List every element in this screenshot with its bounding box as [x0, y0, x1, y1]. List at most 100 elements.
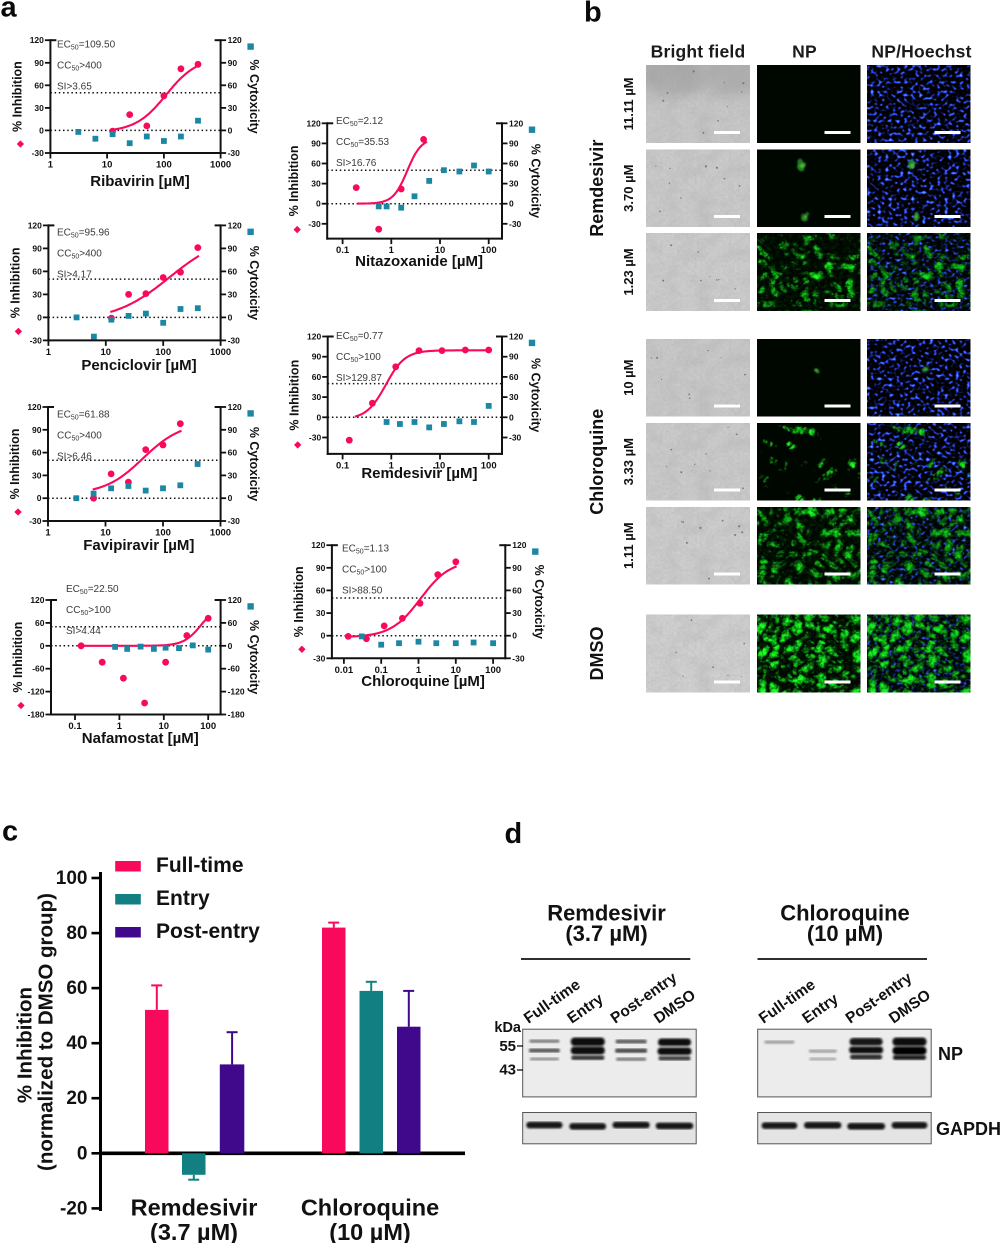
svg-text:120: 120 [28, 220, 42, 230]
svg-text:Ribavirin [µM]: Ribavirin [µM] [90, 173, 189, 190]
svg-text:% Inhibition: % Inhibition [11, 622, 25, 693]
svg-text:0.1: 0.1 [336, 245, 350, 256]
svg-text:60: 60 [228, 80, 238, 90]
svg-text:3.70 µM: 3.70 µM [621, 165, 636, 212]
svg-text:CC50>400: CC50>400 [57, 249, 102, 261]
svg-text:60: 60 [32, 266, 42, 276]
svg-text:60: 60 [34, 80, 44, 90]
svg-text:1.23 µM: 1.23 µM [621, 248, 636, 295]
svg-text:EC50=61.88: EC50=61.88 [57, 410, 110, 422]
svg-text:SI>16.76: SI>16.76 [336, 158, 377, 169]
svg-text:30: 30 [316, 608, 326, 618]
svg-text:90: 90 [34, 58, 44, 68]
svg-text:60: 60 [66, 978, 87, 999]
svg-text:0: 0 [39, 125, 44, 135]
svg-text:EC50=0.77: EC50=0.77 [336, 331, 383, 343]
svg-text:% Inhibition: % Inhibition [8, 247, 22, 318]
svg-text:43: 43 [499, 1062, 516, 1079]
svg-text:10: 10 [435, 245, 446, 256]
svg-text:% Cytoxicity: % Cytoxicity [247, 246, 261, 320]
svg-text:100: 100 [200, 721, 216, 732]
svg-text:10: 10 [451, 665, 462, 676]
svg-text:1000: 1000 [210, 347, 231, 358]
svg-text:60: 60 [311, 159, 321, 169]
svg-text:% Cytoxicity: % Cytoxicity [529, 144, 543, 218]
svg-text:c: c [2, 816, 18, 848]
svg-text:SI>4.44: SI>4.44 [66, 626, 101, 637]
svg-text:% Inhibition: % Inhibition [14, 987, 37, 1103]
svg-text:-30: -30 [308, 219, 321, 229]
svg-text:120: 120 [228, 220, 242, 230]
svg-text:120: 120 [509, 332, 523, 342]
svg-text:0: 0 [37, 493, 42, 503]
svg-text:% Cytoxicity: % Cytoxicity [532, 565, 546, 639]
svg-text:CC50>400: CC50>400 [57, 431, 102, 443]
svg-text:-30: -30 [30, 335, 43, 345]
svg-text:1: 1 [46, 347, 52, 358]
svg-text:0: 0 [228, 493, 233, 503]
svg-text:0: 0 [40, 641, 45, 651]
svg-text:Remdesivir: Remdesivir [131, 1195, 258, 1221]
svg-text:100: 100 [155, 528, 171, 539]
svg-text:(3.7 µM): (3.7 µM) [150, 1219, 238, 1243]
svg-text:1: 1 [389, 245, 395, 256]
svg-text:kDa: kDa [494, 1020, 522, 1036]
svg-text:1: 1 [117, 721, 123, 732]
svg-text:1: 1 [416, 665, 422, 676]
svg-text:a: a [1, 0, 18, 24]
svg-text:120: 120 [307, 332, 321, 342]
svg-text:% Inhibition: % Inhibition [288, 360, 302, 431]
svg-text:100: 100 [156, 160, 172, 171]
svg-text:EC50=95.96: EC50=95.96 [57, 228, 110, 240]
svg-text:10: 10 [102, 160, 113, 171]
svg-text:30: 30 [34, 103, 44, 113]
svg-text:Chloroquine: Chloroquine [301, 1195, 439, 1221]
svg-text:30: 30 [509, 392, 519, 402]
svg-text:120: 120 [30, 595, 44, 605]
svg-text:1: 1 [48, 160, 54, 171]
svg-text:30: 30 [32, 289, 42, 299]
svg-text:Chloroquine [µM]: Chloroquine [µM] [361, 673, 485, 690]
svg-text:-30: -30 [512, 653, 525, 663]
svg-text:Remdesivir: Remdesivir [587, 140, 607, 237]
svg-text:-30: -30 [29, 516, 42, 526]
svg-text:0: 0 [509, 412, 514, 422]
svg-text:CC50>100: CC50>100 [336, 352, 381, 364]
svg-text:Penciclovir [µM]: Penciclovir [µM] [81, 357, 196, 374]
svg-text:0.1: 0.1 [336, 460, 350, 471]
svg-text:1: 1 [45, 528, 51, 539]
svg-text:-30: -30 [32, 148, 45, 158]
svg-text:EC50=1.13: EC50=1.13 [342, 544, 389, 556]
svg-text:60: 60 [509, 159, 519, 169]
svg-text:0: 0 [316, 412, 321, 422]
svg-text:100: 100 [481, 460, 497, 471]
svg-text:30: 30 [512, 608, 522, 618]
svg-text:-30: -30 [313, 653, 326, 663]
svg-text:(10 µM): (10 µM) [807, 921, 883, 946]
svg-text:Chloroquine: Chloroquine [587, 409, 607, 515]
svg-text:-120: -120 [27, 687, 44, 697]
svg-text:120: 120 [509, 118, 523, 128]
svg-text:100: 100 [56, 868, 88, 889]
svg-text:Nitazoxanide [µM]: Nitazoxanide [µM] [355, 253, 483, 270]
svg-text:0.1: 0.1 [68, 721, 82, 732]
svg-text:Nafamostat [µM]: Nafamostat [µM] [82, 730, 199, 747]
svg-text:60: 60 [32, 448, 42, 458]
svg-text:60: 60 [512, 585, 522, 595]
svg-text:Remdesivir: Remdesivir [547, 901, 666, 926]
svg-text:-180: -180 [228, 710, 245, 720]
svg-text:SI>88.50: SI>88.50 [342, 586, 383, 597]
svg-text:-30: -30 [509, 433, 522, 443]
svg-text:90: 90 [228, 243, 238, 253]
svg-text:0: 0 [321, 631, 326, 641]
svg-text:120: 120 [228, 35, 242, 45]
svg-text:10: 10 [435, 460, 446, 471]
svg-text:0: 0 [77, 1143, 88, 1164]
svg-text:-30: -30 [228, 335, 241, 345]
svg-text:60: 60 [312, 372, 322, 382]
svg-text:% Cytoxicity: % Cytoxicity [247, 59, 261, 133]
svg-text:60: 60 [509, 372, 519, 382]
svg-text:80: 80 [66, 923, 87, 944]
svg-text:EC50=22.50: EC50=22.50 [66, 584, 119, 596]
svg-text:60: 60 [228, 266, 238, 276]
